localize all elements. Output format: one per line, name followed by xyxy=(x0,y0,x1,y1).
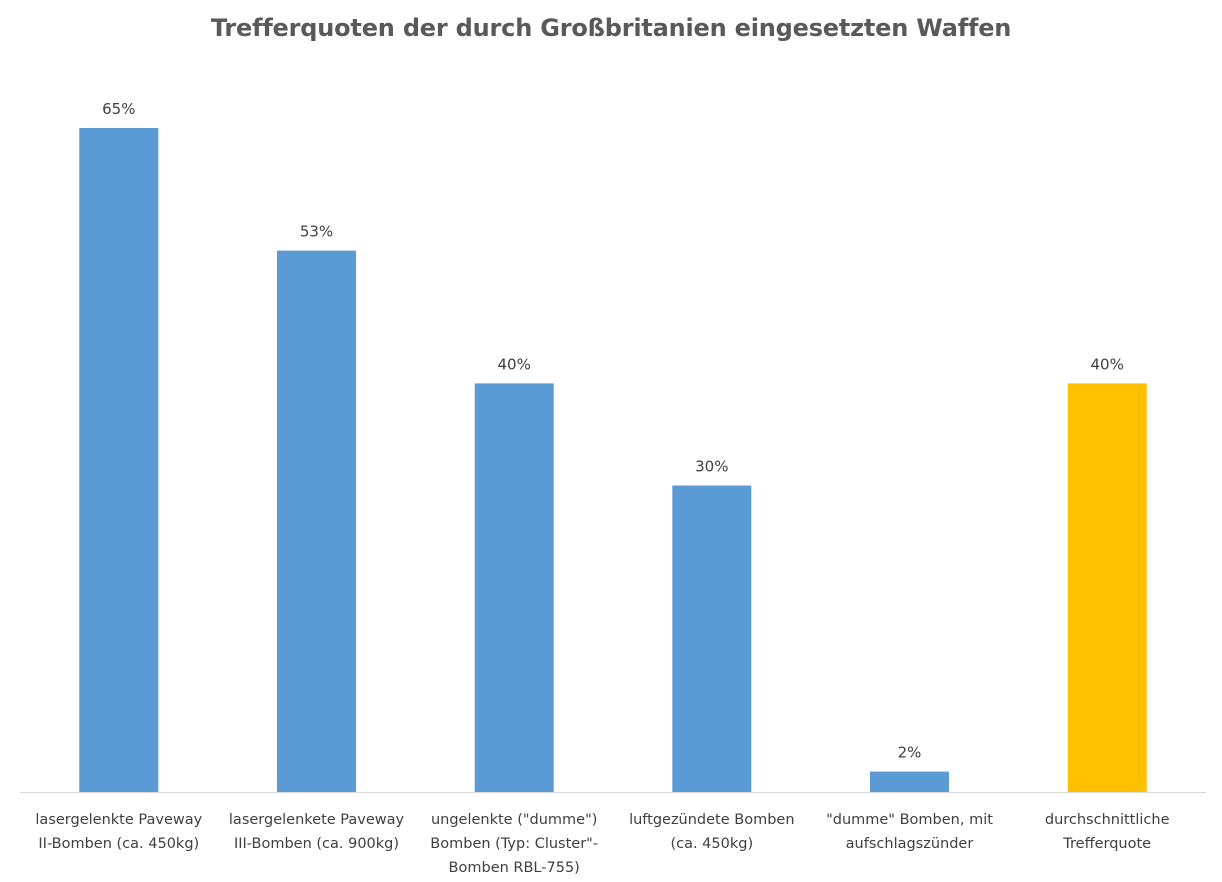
data-label-5: 2% xyxy=(898,744,922,762)
bar-2 xyxy=(277,250,356,793)
bar-4 xyxy=(672,485,752,792)
data-label-6: 40% xyxy=(1091,355,1124,373)
category-label-1: lasergelenkte Paveway II-Bomben (ca. 450k… xyxy=(35,812,202,852)
data-label-4: 30% xyxy=(695,458,728,476)
category-label-3: ungelenkte ("dumme") Bomben (Typ: Cluster… xyxy=(430,812,598,876)
category-label-4: luftgezündete Bomben (ca. 450kg) xyxy=(629,812,794,852)
bar-3 xyxy=(474,383,554,792)
data-label-1: 65% xyxy=(102,100,135,118)
data-label-3: 40% xyxy=(498,355,531,373)
data-label-2: 53% xyxy=(300,223,333,241)
bar-6 xyxy=(1067,383,1147,792)
category-label-6: durchschnittliche Trefferquote xyxy=(1045,812,1170,852)
bar-5 xyxy=(870,771,949,792)
category-label-2: lasergelenkete Paveway III-Bomben (ca. 90… xyxy=(229,812,405,852)
bar-1 xyxy=(79,128,159,792)
chart-title: Trefferquoten der durch Großbritanien ei… xyxy=(210,14,1012,42)
category-label-5: "dumme" Bomben, mit aufschlagszünder xyxy=(826,812,993,852)
